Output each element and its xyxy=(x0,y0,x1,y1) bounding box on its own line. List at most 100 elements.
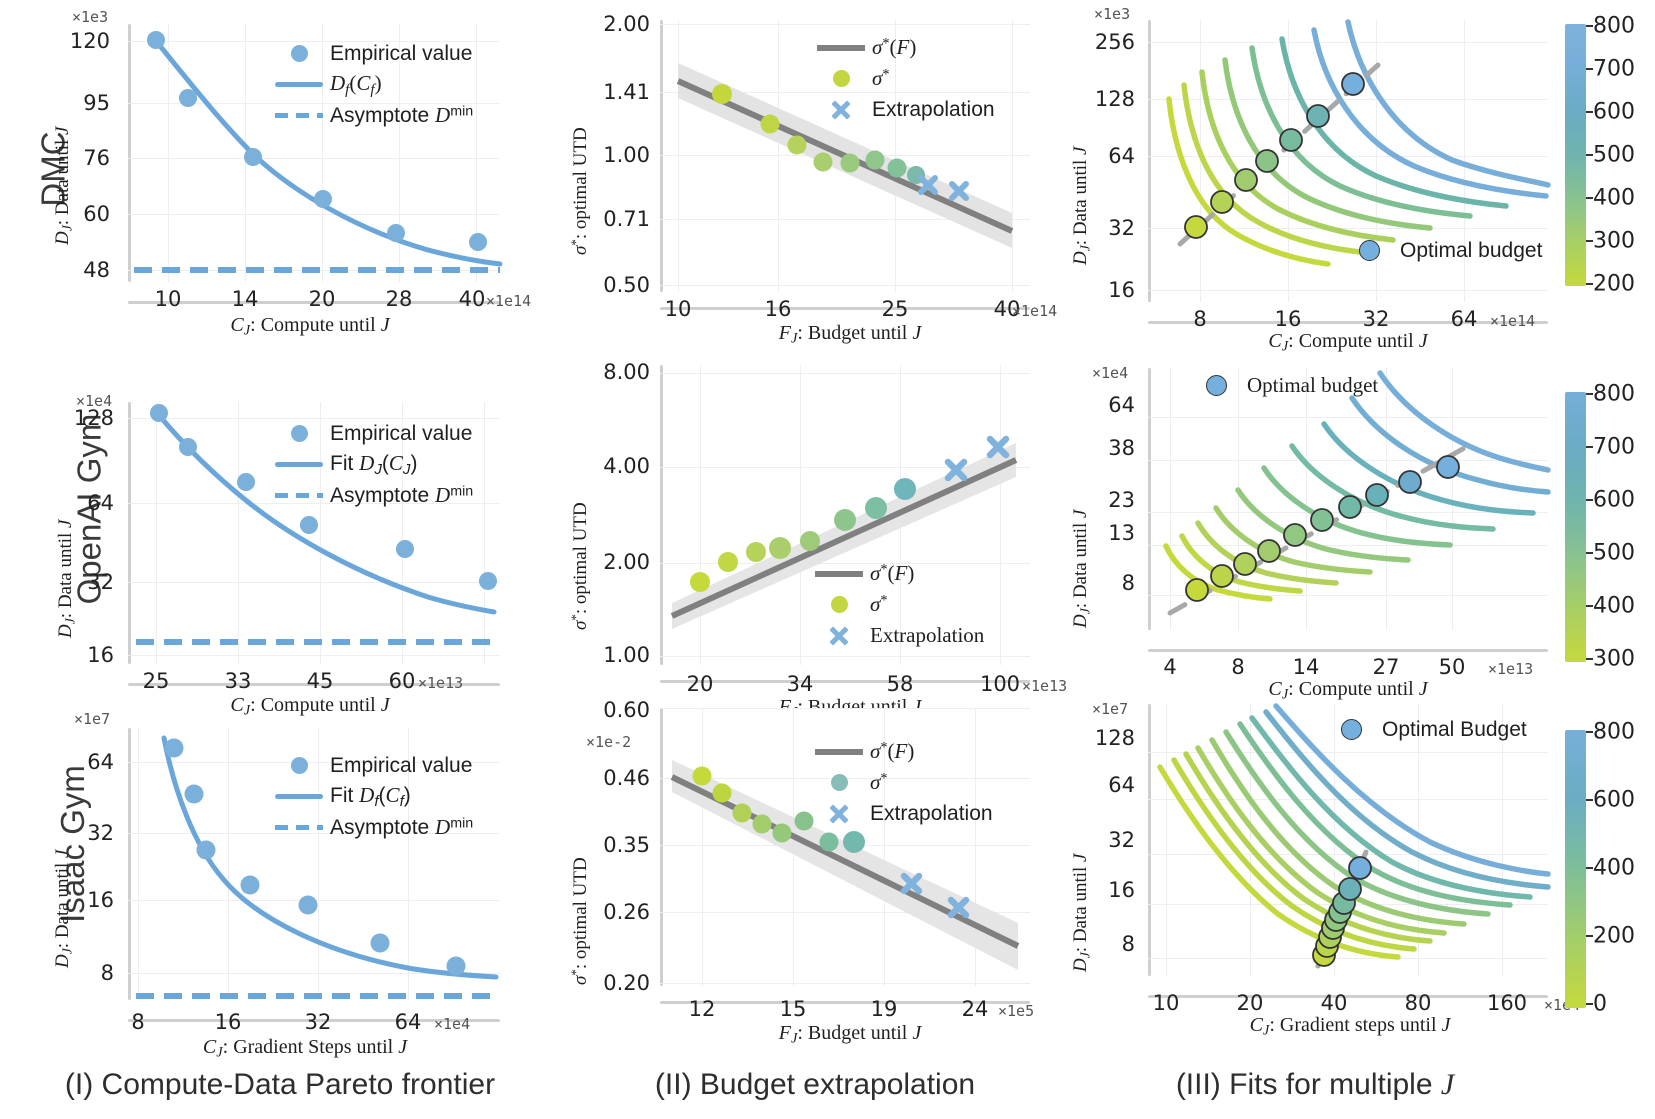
dmc-fits-xtick-3: 64 xyxy=(1450,307,1478,331)
isaac-pareto-ytick-2: 16 xyxy=(87,888,114,912)
asymptote-dash-icon xyxy=(268,113,330,118)
sigma-dot-icon xyxy=(808,596,870,613)
legend-item-extrapolation: Extrapolation xyxy=(808,798,993,829)
dmc-pareto-xtick-4: 40 xyxy=(458,287,486,311)
gym-budget-ytick-2: 2.00 xyxy=(603,550,650,574)
gridline xyxy=(884,708,885,986)
gym-fits-ytick-3: 13 xyxy=(1108,521,1135,545)
dmc-budget-x-exponent: ×1e14 xyxy=(1012,302,1058,320)
empirical-dot-icon xyxy=(268,45,330,62)
isaac-fits-ytick-4: 8 xyxy=(1121,932,1135,956)
gridline xyxy=(1452,368,1453,630)
gridline xyxy=(1000,365,1001,665)
dmc-pareto-xtick-0: 10 xyxy=(154,287,182,311)
gym-budget-ylabel: σ*: optimal UTD xyxy=(568,502,591,630)
isaac-fits-ytick-0: 128 xyxy=(1094,726,1135,750)
dmc-fits-ytick-3: 32 xyxy=(1108,216,1135,240)
legend-item-empirical: Empirical value xyxy=(268,38,473,69)
dmc-fits-colorbar xyxy=(1565,24,1586,286)
legend-label: σ* xyxy=(872,66,890,90)
gridline xyxy=(1288,20,1289,302)
gym-pareto-y-exponent: ×1e4 xyxy=(76,392,113,410)
panel-gym-budget: 8.00 4.00 2.00 1.00 σ*: optimal UTD xyxy=(540,360,1067,721)
gym-fits-xtick-3: 27 xyxy=(1372,655,1400,679)
gym-cbar-tick-4: 400 xyxy=(1593,593,1635,619)
gym-fits-ytick-2: 23 xyxy=(1108,488,1135,512)
gym-fits-x-spine xyxy=(1148,649,1548,652)
legend-label: Asymptote Dmin xyxy=(330,483,474,507)
isaac-fits-xtick-1: 20 xyxy=(1236,991,1264,1015)
gridline xyxy=(128,214,500,215)
caption-column-3: (III) Fits for multiple J xyxy=(1175,1068,1455,1101)
gym-fits-legend: Optimal budget xyxy=(1185,370,1378,401)
legend-label: Fit Df(Cf) xyxy=(330,783,411,810)
gridline xyxy=(168,24,169,282)
isaac-pareto-legend: Empirical value Fit Df(Cf) Asymptote Dmi… xyxy=(268,750,473,843)
gym-pareto-xtick-3: 60 xyxy=(388,669,416,693)
gridline xyxy=(1464,20,1465,302)
isaac-pareto-curve xyxy=(136,735,500,999)
gym-fits-ytick-0: 64 xyxy=(1108,393,1135,417)
cbar-tickmark xyxy=(1586,605,1593,607)
legend-label: Optimal budget xyxy=(1247,373,1379,397)
dmc-pareto-ytick-4: 48 xyxy=(83,258,110,282)
gym-fits-ytick-1: 38 xyxy=(1108,436,1135,460)
legend-label: Optimal budget xyxy=(1400,238,1543,262)
dmc-pareto-xlabel: CJ: Compute until J xyxy=(230,314,390,339)
gym-cbar-tick-2: 600 xyxy=(1593,487,1635,513)
gridline xyxy=(128,41,500,42)
isaac-pareto-xtick-2: 32 xyxy=(304,1010,332,1034)
sigma-dot-icon xyxy=(808,774,870,791)
caption-column-1: (I) Compute-Data Pareto frontier xyxy=(64,1068,496,1101)
gridline xyxy=(660,92,1030,93)
dmc-pareto-ytick-0: 120 xyxy=(69,29,110,53)
sigma-fit-line-icon xyxy=(808,570,870,577)
dmc-cbar-title: J: Performance level xyxy=(1651,108,1655,282)
dmc-pareto-legend: Empirical value Df(Cf) Asymptote Dmin xyxy=(268,38,473,131)
legend-item-optimal-budget: Optimal Budget xyxy=(1320,714,1527,745)
legend-label: Extrapolation xyxy=(870,623,985,647)
gridline xyxy=(1250,704,1251,976)
gridline xyxy=(660,373,1030,374)
gym-budget-x-exponent: ×1e13 xyxy=(1022,677,1068,695)
cbar-tickmark xyxy=(1586,499,1593,501)
gridline xyxy=(678,20,679,292)
dmc-fits-x-exponent: ×1e14 xyxy=(1490,312,1536,330)
gridline xyxy=(1170,368,1171,630)
gym-fits-y-spine xyxy=(1148,368,1151,630)
dmc-fits-xtick-1: 16 xyxy=(1274,307,1302,331)
gridline xyxy=(138,728,139,1000)
panel-dmc-fits: ×1e3 256 128 64 32 16 DJ: Data until J xyxy=(1020,0,1655,355)
legend-item-extrapolation: Extrapolation xyxy=(810,94,995,125)
cbar-tickmark xyxy=(1586,799,1593,801)
gridline xyxy=(660,983,1030,984)
isaac-fits-ytick-2: 32 xyxy=(1108,828,1135,852)
gridline xyxy=(128,582,500,583)
dmc-pareto-ytick-1: 95 xyxy=(83,91,110,115)
dmc-fits-x-spine xyxy=(1148,321,1548,324)
dmc-pareto-x-exponent: ×1e14 xyxy=(486,292,532,310)
gridline xyxy=(1306,368,1307,630)
cbar-tickmark xyxy=(1586,111,1593,113)
dmc-budget-ylabel: σ*: optimal UTD xyxy=(568,127,591,255)
gridline xyxy=(1148,42,1548,43)
dmc-fits-ytick-0: 256 xyxy=(1094,30,1135,54)
gridline xyxy=(128,103,500,104)
dmc-fits-y-exponent: ×1e3 xyxy=(1094,5,1131,23)
isaac-budget-ytick-2: 0.35 xyxy=(603,833,650,857)
dmc-pareto-plotbox xyxy=(128,24,503,304)
gym-pareto-ytick-3: 16 xyxy=(87,643,114,667)
gridline xyxy=(660,563,1030,564)
dmc-budget-ytick-0: 2.00 xyxy=(603,12,650,36)
legend-label: Optimal Budget xyxy=(1382,717,1527,741)
cbar-tickmark xyxy=(1586,393,1593,395)
gridline xyxy=(895,20,896,292)
dmc-budget-trend xyxy=(676,63,1014,248)
cbar-tickmark xyxy=(1586,867,1593,869)
asymptote-dash-icon xyxy=(268,825,330,830)
gridline xyxy=(1148,958,1548,959)
dmc-pareto-xtick-2: 20 xyxy=(308,287,336,311)
cbar-tickmark xyxy=(1586,552,1593,554)
asymptote-dash-icon xyxy=(268,493,330,498)
dmc-fits-y-spine xyxy=(1148,20,1151,302)
